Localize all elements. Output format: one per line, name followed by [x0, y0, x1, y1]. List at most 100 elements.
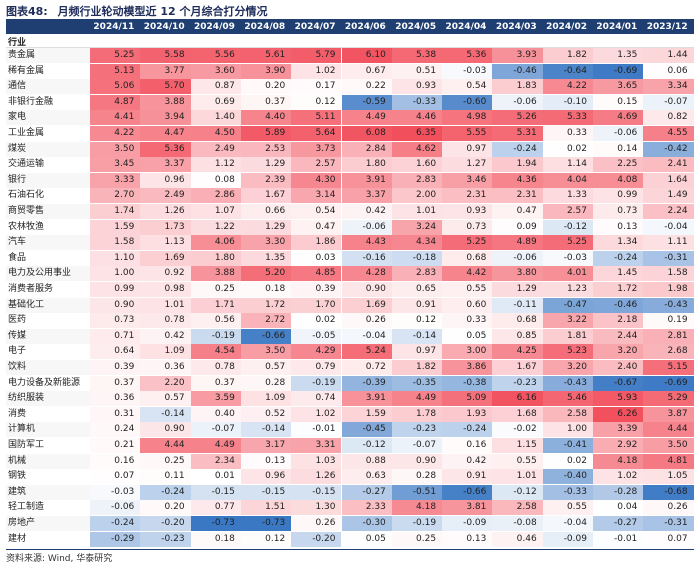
heatmap-cell: -0.06 — [593, 126, 644, 141]
heatmap-cell: -0.31 — [643, 250, 694, 266]
industry-label: 家电 — [6, 110, 90, 126]
heatmap-cell: 0.99 — [593, 188, 644, 204]
table-row: 国防军工 0.21 4.44 4.49 3.17 3.31 -0.12 -0.07 0.16 1.… — [6, 438, 694, 453]
heatmap-cell: 0.25 — [391, 531, 443, 547]
heatmap-cell: 0.57 — [240, 360, 292, 375]
heatmap-cell: 0.19 — [643, 313, 694, 329]
heatmap-cell: 4.42 — [442, 266, 493, 282]
heatmap-cell: 3.91 — [341, 172, 392, 188]
heatmap-cell: 4.49 — [190, 438, 241, 453]
heatmap-cell: 1.49 — [643, 188, 694, 204]
heatmap-cell: 0.13 — [593, 219, 644, 235]
heatmap-cell: 3.90 — [240, 63, 292, 79]
heatmap-cell: 0.56 — [190, 313, 241, 329]
heatmap-cell: 4.01 — [542, 266, 593, 282]
heatmap-cell: 3.14 — [291, 188, 342, 204]
table-row: 贵金属 5.25 5.58 5.56 5.61 5.79 6.10 5.38 5.36 3.93 1… — [6, 48, 694, 63]
heatmap-cell: -0.59 — [341, 94, 392, 110]
heatmap-cell: 2.00 — [391, 188, 443, 204]
heatmap-cell: 0.90 — [391, 453, 443, 469]
heatmap-cell: 0.07 — [90, 469, 141, 485]
heatmap-cell: 1.35 — [240, 250, 292, 266]
table-row: 建材 -0.29 -0.23 0.18 0.12 -0.20 0.05 0.25 0.13 0.4… — [6, 531, 694, 547]
heatmap-cell: -0.31 — [643, 516, 694, 531]
heatmap-cell: 0.09 — [492, 219, 543, 235]
heatmap-cell: 4.43 — [341, 235, 392, 251]
heatmap-cell: 4.22 — [542, 79, 593, 95]
heatmap-cell: 1.11 — [643, 235, 694, 251]
heatmap-cell: -0.51 — [391, 484, 443, 500]
heatmap-cell: 2.58 — [492, 500, 543, 516]
heatmap-cell: 0.24 — [90, 422, 141, 438]
chart-title: 图表48: 月频行业轮动模型近 12 个月综合打分情况 — [6, 3, 694, 21]
heatmap-cell: 0.36 — [90, 391, 141, 407]
heatmap-cell: 1.86 — [291, 235, 342, 251]
heatmap-cell: 4.49 — [341, 110, 392, 126]
heatmap-cell: -0.08 — [492, 516, 543, 531]
heatmap-cell: 1.22 — [190, 219, 241, 235]
industry-label: 机械 — [6, 453, 90, 469]
industry-label: 建筑 — [6, 484, 90, 500]
heatmap-cell: -0.20 — [291, 531, 342, 547]
table-row: 石油石化 2.70 2.49 2.86 1.67 3.14 3.37 2.00 2.31 2.31… — [6, 188, 694, 204]
heatmap-cell: 0.68 — [492, 313, 543, 329]
heatmap-cell: 3.37 — [140, 157, 191, 173]
heatmap-cell: 0.18 — [190, 531, 241, 547]
figure-title: 月频行业轮动模型近 12 个月综合打分情况 — [57, 5, 268, 18]
heatmap-cell: 3.39 — [593, 422, 644, 438]
heatmap-cell: 3.31 — [291, 438, 342, 453]
heatmap-cell: 1.29 — [240, 157, 292, 173]
industry-label: 轻工制造 — [8, 502, 45, 513]
heatmap-cell: 5.23 — [542, 344, 593, 360]
heatmap-cell: -0.64 — [542, 63, 593, 79]
heatmap-cell: 4.49 — [391, 391, 443, 407]
heatmap-cell: 3.59 — [190, 391, 241, 407]
heatmap-cell: 0.85 — [492, 328, 543, 344]
heatmap-cell: -0.18 — [391, 250, 443, 266]
heatmap-cell: 0.73 — [442, 219, 493, 235]
heatmap-cell: 4.36 — [492, 172, 543, 188]
heatmap-cell: 4.29 — [291, 344, 342, 360]
industry-label: 工业金属 — [8, 128, 45, 138]
heatmap-cell: 0.91 — [391, 297, 443, 313]
heatmap-cell: 1.01 — [492, 469, 543, 485]
row-header-label: 行业 — [8, 38, 27, 48]
heatmap-cell: 2.83 — [391, 172, 443, 188]
heatmap-cell: 0.42 — [140, 328, 191, 344]
heatmap-cell: 0.31 — [90, 406, 141, 422]
heatmap-cell: -0.42 — [643, 141, 694, 157]
heatmap-cell: 0.92 — [140, 266, 191, 282]
heatmap-cell: -0.19 — [291, 375, 342, 391]
heatmap-cell: 0.18 — [240, 282, 292, 297]
heatmap-cell: 0.57 — [140, 391, 191, 407]
heatmap-cell: 0.37 — [240, 94, 292, 110]
heatmap-cell: 4.46 — [391, 110, 443, 126]
heatmap-cell: 0.37 — [90, 375, 141, 391]
heatmap-cell: 1.80 — [190, 250, 241, 266]
heatmap-cell: 0.40 — [190, 406, 241, 422]
table-row: 家电 4.41 3.94 1.40 4.40 5.11 4.49 4.46 4.98 5.26 5.… — [6, 110, 694, 126]
heatmap-cell: 4.85 — [291, 266, 342, 282]
heatmap-cell: 2.18 — [593, 313, 644, 329]
heatmap-cell: 1.59 — [90, 219, 141, 235]
heatmap-cell: 1.81 — [542, 328, 593, 344]
heatmap-cell: 2.44 — [593, 328, 644, 344]
table-row: 汽车 1.58 1.13 4.06 3.30 1.86 4.43 4.34 5.25 4.89 5.… — [6, 235, 694, 251]
heatmap-cell: 5.20 — [240, 266, 292, 282]
heatmap-cell: -0.04 — [542, 516, 593, 531]
heatmap-cell: 1.73 — [140, 219, 191, 235]
heatmap-cell: 1.09 — [240, 391, 292, 407]
heatmap-cell: 0.12 — [291, 94, 342, 110]
heatmap-cell: 0.93 — [391, 79, 443, 95]
heatmap-cell: 0.28 — [240, 375, 292, 391]
heatmap-cell: 4.28 — [341, 266, 392, 282]
heatmap-cell: 1.69 — [140, 250, 191, 266]
industry-label: 医药 — [8, 315, 27, 326]
heatmap-cell: 3.93 — [492, 48, 543, 63]
heatmap-cell: -0.09 — [442, 516, 493, 531]
heatmap-cell: -0.12 — [542, 219, 593, 235]
heatmap-cell: -0.68 — [643, 484, 694, 500]
heatmap-cell: 1.26 — [291, 469, 342, 485]
heatmap-cell: -0.09 — [542, 531, 593, 547]
heatmap-cell: 1.30 — [291, 500, 342, 516]
